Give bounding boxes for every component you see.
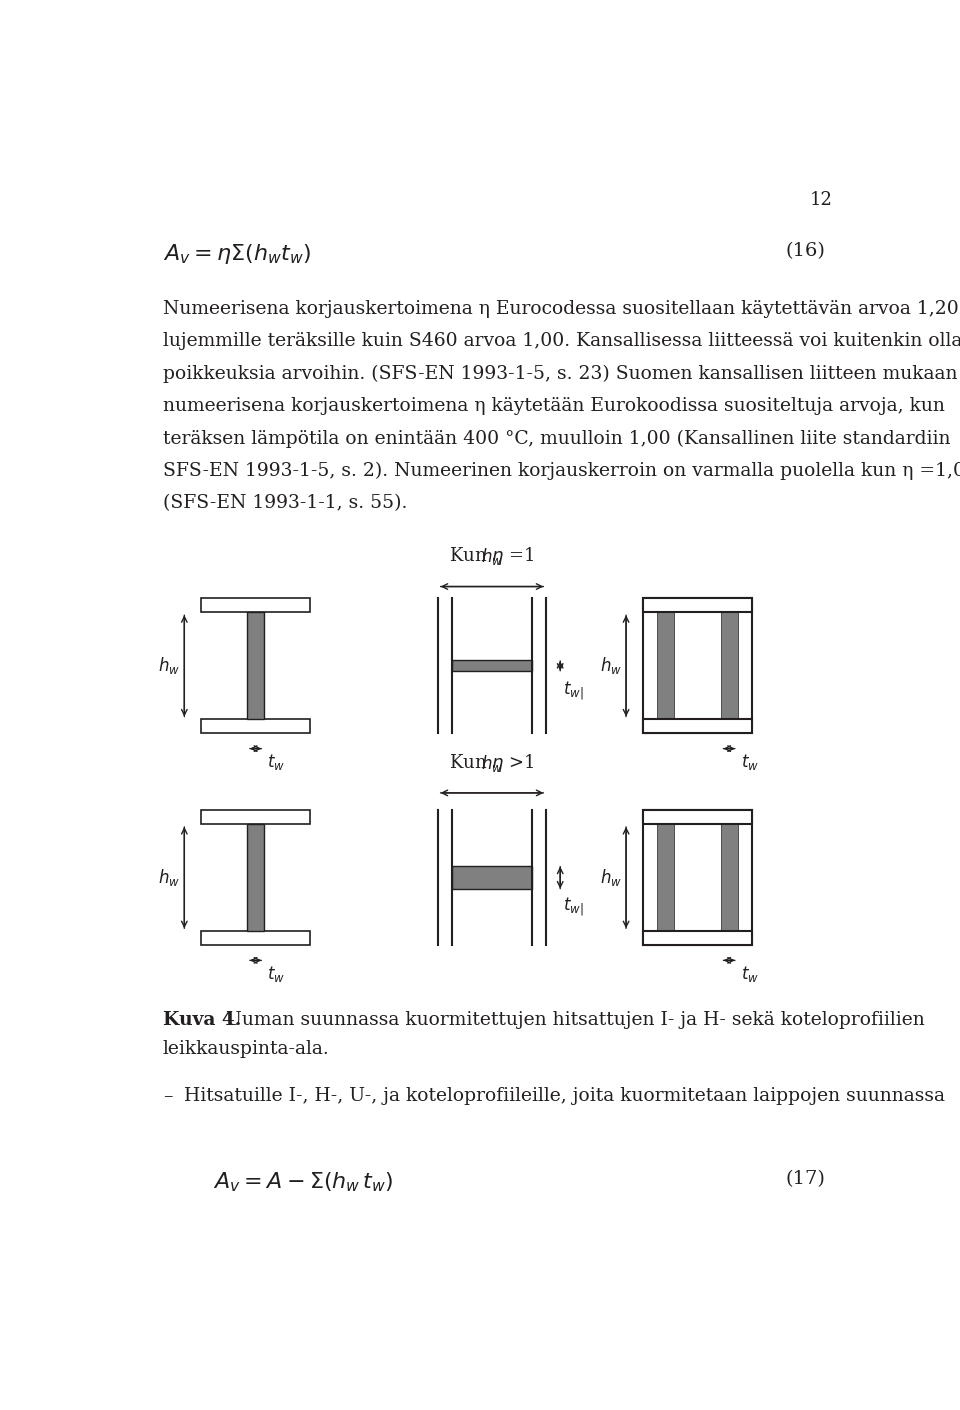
Bar <box>643 811 752 945</box>
Text: $A_v = A - \Sigma(h_w\, t_w)$: $A_v = A - \Sigma(h_w\, t_w)$ <box>213 1170 394 1194</box>
Text: SFS-EN 1993-1-5, s. 2). Numeerinen korjauskerroin on varmalla puolella kun η =1,: SFS-EN 1993-1-5, s. 2). Numeerinen korja… <box>162 462 960 479</box>
Bar <box>721 612 737 719</box>
Bar <box>202 719 310 733</box>
Text: $t_w$: $t_w$ <box>267 964 285 984</box>
Text: (16): (16) <box>785 243 826 261</box>
Text: teräksen lämpötila on enintään 400 °C, muulloin 1,00 (Kansallinen liite standard: teräksen lämpötila on enintään 400 °C, m… <box>162 430 950 448</box>
Bar <box>247 823 264 931</box>
Text: leikkauspinta-ala.: leikkauspinta-ala. <box>162 1041 329 1058</box>
Text: $h_w$: $h_w$ <box>600 656 622 677</box>
Bar <box>202 931 310 945</box>
Bar <box>643 719 752 733</box>
Text: $h_w$: $h_w$ <box>481 753 503 774</box>
Text: Hitsatuille I-, H-, U-, ja koteloprofiileille, joita kuormitetaan laippojen suun: Hitsatuille I-, H-, U-, ja koteloprofiil… <box>183 1087 945 1105</box>
Text: $t_{w|}$: $t_{w|}$ <box>563 897 583 918</box>
Bar <box>643 598 752 733</box>
Bar <box>452 660 532 671</box>
Bar <box>202 811 310 823</box>
Text: Kun $\eta$ >1: Kun $\eta$ >1 <box>449 752 535 774</box>
Text: $h_w$: $h_w$ <box>158 867 180 888</box>
Text: $t_{w|}$: $t_{w|}$ <box>563 680 583 702</box>
Text: $h_w$: $h_w$ <box>600 867 622 888</box>
Text: $h_w$: $h_w$ <box>481 546 503 567</box>
Text: Uuman suunnassa kuormitettujen hitsattujen I- ja H- sekä koteloprofiilien: Uuman suunnassa kuormitettujen hitsattuj… <box>220 1011 924 1029</box>
Bar <box>657 612 674 719</box>
Text: Kun $\eta$ =1: Kun $\eta$ =1 <box>449 544 535 567</box>
Text: $A_v = \eta\Sigma\left(h_w t_w\right)$: $A_v = \eta\Sigma\left(h_w t_w\right)$ <box>162 243 311 266</box>
Text: $h_w$: $h_w$ <box>158 656 180 677</box>
Text: $t_w$: $t_w$ <box>741 964 758 984</box>
Text: numeerisena korjauskertoimena η käytetään Eurokoodissa suositeltuja arvoja, kun: numeerisena korjauskertoimena η käytetää… <box>162 398 945 415</box>
Bar <box>643 598 752 612</box>
Text: Kuva 4.: Kuva 4. <box>162 1011 241 1029</box>
Bar <box>452 866 532 890</box>
Bar <box>202 598 310 612</box>
Text: lujemmille teräksille kuin S460 arvoa 1,00. Kansallisessa liitteessä voi kuitenk: lujemmille teräksille kuin S460 arvoa 1,… <box>162 333 960 351</box>
Text: (SFS-EN 1993-1-1, s. 55).: (SFS-EN 1993-1-1, s. 55). <box>162 493 407 512</box>
Bar <box>643 931 752 945</box>
Bar <box>721 823 737 931</box>
Text: (17): (17) <box>785 1170 826 1189</box>
Text: $t_w$: $t_w$ <box>267 753 285 773</box>
Text: $t_w$: $t_w$ <box>741 753 758 773</box>
Bar <box>643 811 752 823</box>
Text: –: – <box>162 1087 172 1105</box>
Bar <box>247 612 264 719</box>
Text: Numeerisena korjauskertoimena η Eurocodessa suositellaan käytettävän arvoa 1,20 : Numeerisena korjauskertoimena η Eurocode… <box>162 300 960 319</box>
Text: 12: 12 <box>810 190 833 209</box>
Bar <box>657 823 674 931</box>
Text: poikkeuksia arvoihin. (SFS-EN 1993-1-5, s. 23) Suomen kansallisen liitteen mukaa: poikkeuksia arvoihin. (SFS-EN 1993-1-5, … <box>162 365 957 384</box>
